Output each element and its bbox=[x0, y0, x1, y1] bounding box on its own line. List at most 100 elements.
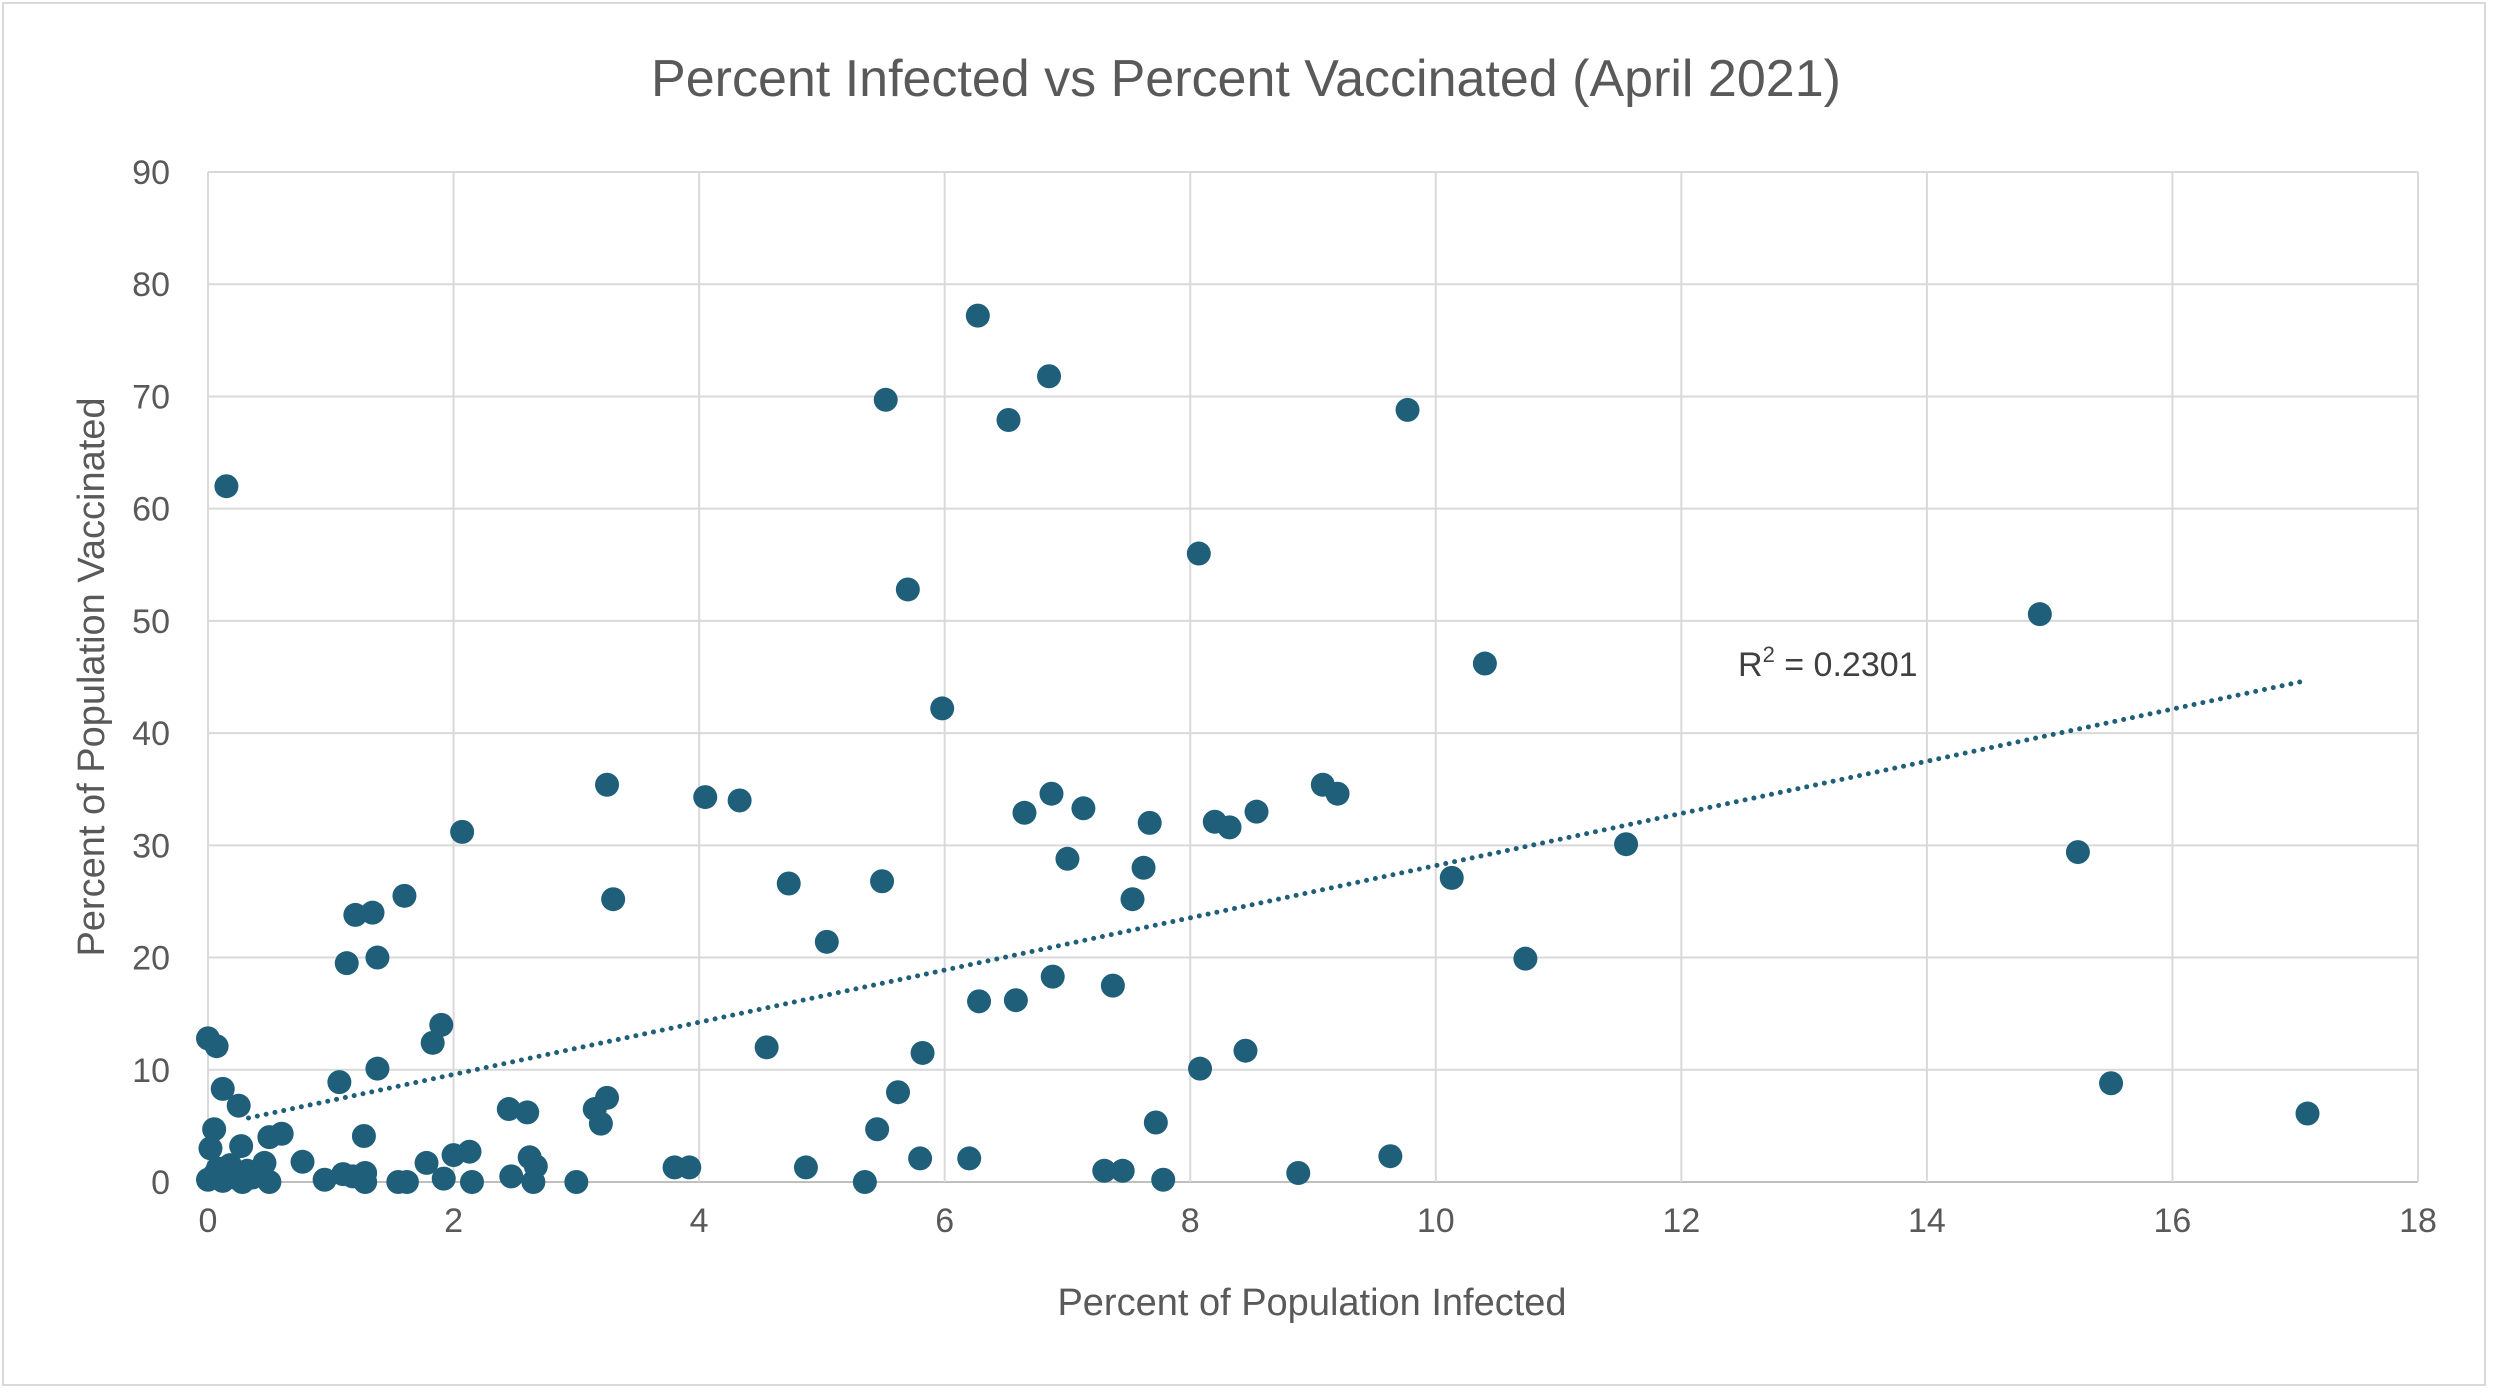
chart-title: Percent Infected vs Percent Vaccinated (… bbox=[651, 50, 1841, 108]
data-point bbox=[1003, 988, 1028, 1013]
data-point bbox=[1055, 846, 1080, 871]
data-point bbox=[1378, 1144, 1403, 1169]
data-point bbox=[1233, 1038, 1258, 1063]
data-point bbox=[814, 929, 839, 954]
y-axis-title: Percent of Population Vaccinated bbox=[71, 397, 113, 956]
data-point bbox=[269, 1121, 294, 1146]
y-tick-label: 80 bbox=[132, 266, 170, 304]
data-point bbox=[210, 1076, 235, 1101]
data-point bbox=[870, 869, 895, 894]
data-point bbox=[515, 1100, 540, 1125]
data-point bbox=[420, 1030, 445, 1055]
data-point bbox=[895, 577, 920, 602]
data-points bbox=[196, 303, 2320, 1194]
trendline bbox=[246, 677, 2310, 1121]
data-point bbox=[198, 1136, 223, 1161]
y-tick-label: 30 bbox=[132, 827, 170, 865]
data-point bbox=[1513, 946, 1538, 971]
x-tick-label: 4 bbox=[690, 1202, 709, 1240]
data-point bbox=[459, 1170, 484, 1194]
data-point bbox=[2027, 602, 2052, 627]
data-point bbox=[1325, 781, 1350, 806]
data-point bbox=[1151, 1167, 1176, 1192]
data-point bbox=[457, 1139, 482, 1164]
data-point bbox=[754, 1035, 779, 1060]
data-point bbox=[2295, 1101, 2320, 1126]
data-point bbox=[908, 1146, 933, 1171]
data-point bbox=[852, 1170, 877, 1194]
data-point bbox=[1120, 887, 1145, 912]
data-point bbox=[257, 1170, 282, 1194]
data-point bbox=[873, 387, 898, 412]
data-point bbox=[365, 945, 390, 970]
y-tick-label: 90 bbox=[132, 154, 170, 192]
data-point bbox=[693, 785, 718, 810]
data-point bbox=[1472, 651, 1497, 676]
y-tick-label: 20 bbox=[132, 940, 170, 978]
x-tick-label: 2 bbox=[444, 1202, 463, 1240]
data-point bbox=[588, 1111, 613, 1136]
data-point bbox=[214, 474, 239, 499]
data-point bbox=[1395, 397, 1420, 422]
x-axis-title: Percent of Population Infected bbox=[1057, 1282, 1566, 1324]
y-tick-label: 0 bbox=[151, 1164, 170, 1202]
data-point bbox=[334, 951, 359, 976]
data-point bbox=[229, 1134, 254, 1159]
data-point bbox=[523, 1154, 548, 1179]
data-point bbox=[1040, 964, 1065, 989]
data-point bbox=[394, 1170, 419, 1194]
x-tick-label: 12 bbox=[1662, 1202, 1700, 1240]
data-point bbox=[1439, 865, 1464, 890]
data-point bbox=[1186, 541, 1211, 566]
data-point bbox=[1039, 781, 1064, 806]
data-point bbox=[252, 1150, 277, 1175]
data-point bbox=[290, 1149, 315, 1174]
data-point bbox=[886, 1080, 911, 1105]
data-point bbox=[429, 1012, 454, 1037]
data-point bbox=[1092, 1158, 1117, 1183]
r-squared-label: R2 = 0.2301 bbox=[1738, 642, 1918, 684]
data-point bbox=[414, 1150, 439, 1175]
data-point bbox=[496, 1097, 521, 1122]
data-point bbox=[353, 1170, 378, 1194]
data-point bbox=[312, 1167, 337, 1192]
data-point bbox=[793, 1155, 818, 1180]
data-point bbox=[226, 1093, 251, 1118]
x-tick-label: 14 bbox=[1908, 1202, 1946, 1240]
data-point bbox=[1217, 815, 1242, 840]
data-point bbox=[595, 772, 620, 797]
data-point bbox=[1188, 1056, 1213, 1081]
x-tick-label: 0 bbox=[199, 1202, 218, 1240]
data-point bbox=[431, 1166, 456, 1191]
y-tick-label: 50 bbox=[132, 603, 170, 641]
data-point bbox=[1286, 1161, 1311, 1186]
data-point bbox=[204, 1034, 229, 1059]
data-point bbox=[202, 1117, 227, 1142]
data-point bbox=[776, 871, 801, 896]
x-axis-ticks: 0 2 4 6 8 10 12 14 16 18 bbox=[199, 1202, 2437, 1240]
data-point bbox=[967, 989, 992, 1014]
data-point bbox=[1131, 855, 1156, 880]
data-point bbox=[365, 1056, 390, 1081]
data-point bbox=[1137, 810, 1162, 835]
data-point bbox=[601, 887, 626, 912]
data-point bbox=[1071, 796, 1096, 821]
data-point bbox=[1143, 1110, 1168, 1135]
data-point bbox=[996, 408, 1021, 433]
data-point bbox=[1037, 364, 1062, 389]
y-tick-label: 40 bbox=[132, 715, 170, 753]
trendline-path bbox=[246, 677, 2310, 1121]
data-point bbox=[327, 1070, 352, 1095]
y-tick-label: 70 bbox=[132, 378, 170, 416]
data-point bbox=[965, 303, 990, 328]
data-point bbox=[564, 1170, 589, 1194]
data-point bbox=[677, 1155, 702, 1180]
y-axis-ticks: 0 10 20 30 40 50 60 70 80 90 bbox=[132, 154, 170, 1202]
data-point bbox=[2099, 1071, 2124, 1096]
data-point bbox=[727, 788, 752, 813]
data-point bbox=[910, 1040, 935, 1065]
data-point bbox=[1614, 832, 1639, 857]
data-point bbox=[1100, 973, 1125, 998]
